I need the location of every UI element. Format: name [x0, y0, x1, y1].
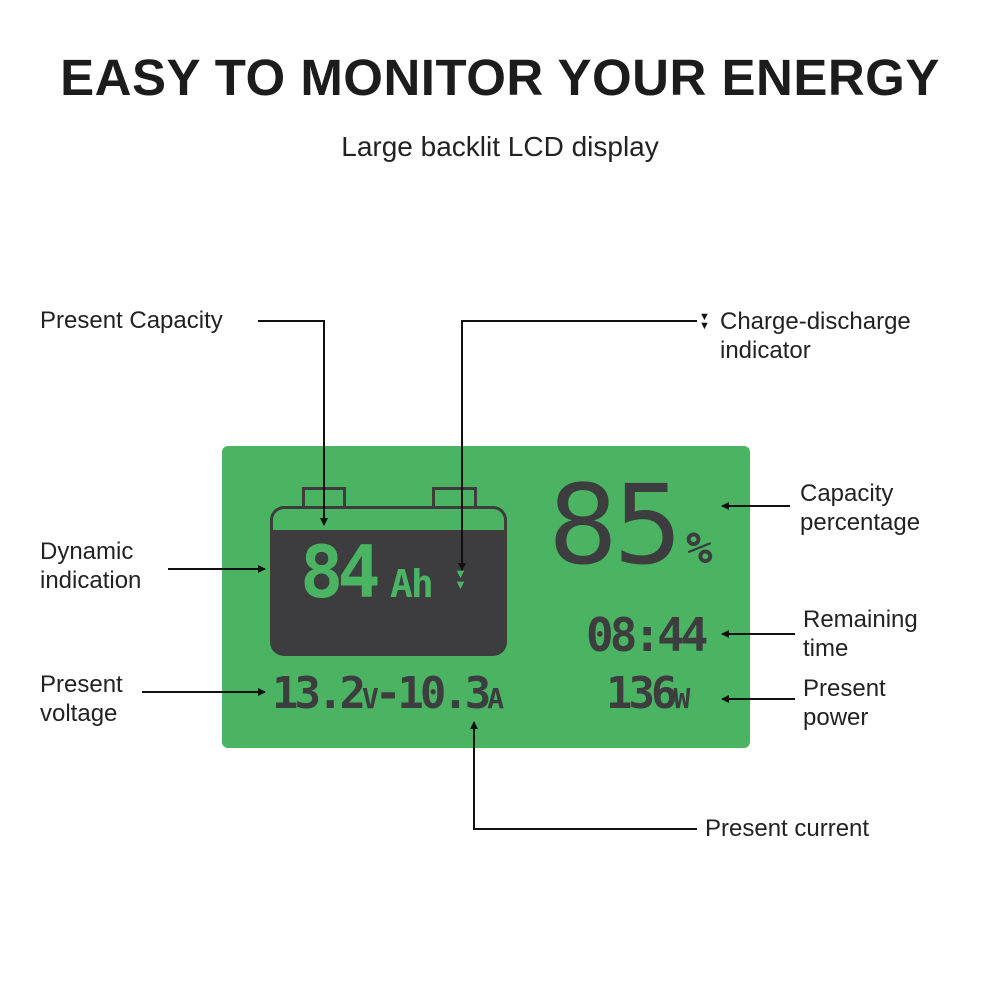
label-remaining-time: Remaining time [803, 605, 918, 663]
label-present-power: Present power [803, 674, 886, 732]
label-line: Remaining [803, 606, 918, 633]
percentage-unit: % [685, 523, 713, 574]
percentage-value: 85 [548, 461, 683, 589]
label-line: indication [40, 567, 142, 594]
label-present-capacity: Present Capacity [40, 307, 223, 334]
separator: - [374, 668, 401, 719]
current-value: 10.3 [397, 668, 491, 719]
current-unit: A [487, 682, 504, 715]
label-line: Capacity [800, 480, 894, 507]
label-dynamic-indication: Dynamic indication [40, 537, 141, 595]
label-present-voltage: Present voltage [40, 670, 123, 728]
charge-discharge-icon: ▼ ▼ [699, 311, 710, 332]
power-readout: 136W [606, 668, 690, 719]
label-line: Present [803, 675, 886, 702]
label-line: voltage [40, 700, 118, 727]
label-line: power [803, 704, 869, 731]
power-unit: W [673, 682, 690, 715]
capacity-ah-unit: Ah [390, 562, 434, 606]
label-charge-discharge: Charge-discharge indicator [720, 307, 911, 365]
page-subtitle: Large backlit LCD display [341, 131, 659, 162]
label-line: Dynamic [40, 538, 134, 565]
page-title: EASY TO MONITOR YOUR ENERGY [60, 49, 940, 106]
label-line: percentage [800, 509, 921, 536]
voltage-current-readout: 13.2V-10.3A [272, 668, 504, 719]
label-capacity-percentage: Capacity percentage [800, 479, 920, 537]
voltage-value: 13.2 [272, 668, 366, 719]
label-line: time [803, 635, 849, 662]
battery-icon [270, 506, 507, 656]
percentage-readout: 85 % [548, 470, 712, 580]
voltage-unit: V [361, 682, 379, 715]
power-value: 136 [606, 668, 678, 719]
capacity-ah-value: 84 [300, 530, 381, 614]
label-line: indicator [720, 337, 811, 364]
label-present-current: Present current [705, 815, 870, 842]
label-line: Present [40, 671, 123, 698]
label-line: Charge-discharge [720, 308, 911, 335]
remaining-time-value: 08:44 [586, 608, 709, 662]
